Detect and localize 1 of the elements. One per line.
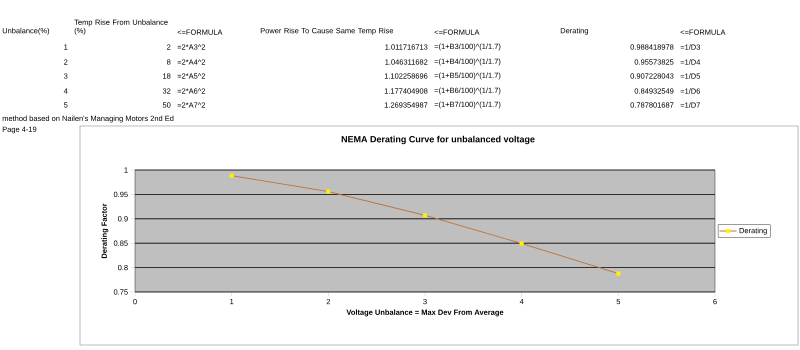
chart-title: NEMA Derating Curve for unbalanced voltage <box>342 136 535 144</box>
